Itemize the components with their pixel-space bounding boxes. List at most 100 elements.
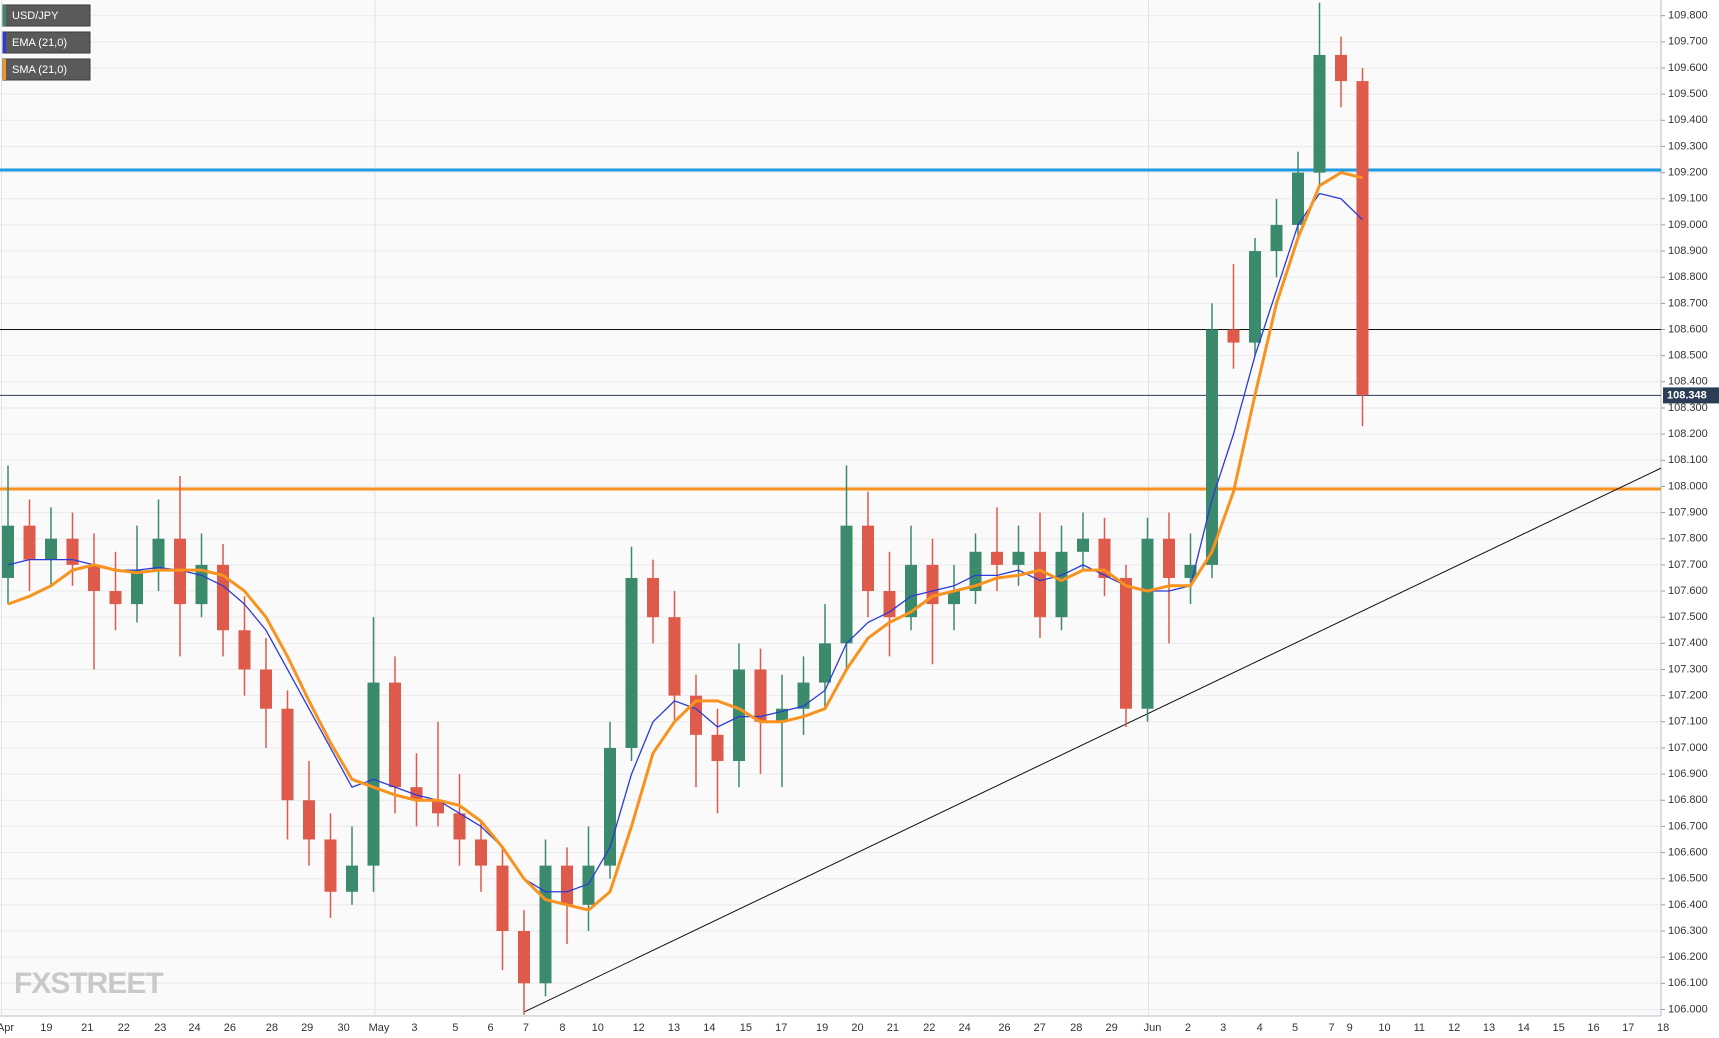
x-tick-label: 5 [452,1022,458,1034]
candle-body [668,617,681,696]
candle-body [883,591,896,618]
legend-swatch [3,5,6,26]
current-price-label: 108.348 [1667,389,1707,401]
legend-label: SMA (21,0) [12,64,67,76]
x-tick-label: 15 [740,1022,752,1034]
y-tick-label: 109.100 [1668,193,1708,205]
x-tick-label: 4 [1257,1022,1263,1034]
candle-body [969,551,982,592]
sma-line [7,171,1363,912]
y-tick-label: 107.700 [1668,559,1708,571]
candle-body [367,682,380,866]
candle-body [131,570,143,605]
candle-body [281,708,294,801]
y-tick-label: 108.700 [1668,297,1708,309]
candle-body [1077,538,1089,552]
y-tick-label: 108.000 [1668,480,1708,492]
current-price-tag [1663,387,1719,404]
candle-body [1356,81,1369,395]
candle-body [324,839,337,892]
candle-body [1163,538,1175,578]
x-tick-label: 2 [1185,1022,1191,1034]
candle-body [819,643,831,683]
x-tick-label: 17 [1622,1022,1634,1034]
candle-body [88,564,100,592]
x-tick-label: 8 [559,1022,565,1034]
y-tick-label: 107.800 [1668,533,1708,545]
y-tick-label: 106.100 [1668,977,1708,989]
y-tick-label: 109.400 [1668,114,1708,126]
candle-body [582,865,595,905]
y-tick-label: 106.500 [1668,873,1708,885]
candle-body [518,931,530,984]
x-tick-label: 14 [703,1022,715,1034]
candle-body [410,787,423,801]
y-tick-label: 108.500 [1668,350,1708,362]
candle-body [152,538,165,571]
watermark: FXSTREET [14,967,163,1000]
y-tick-label: 108.100 [1668,454,1708,466]
candle-body [260,669,272,709]
candle-body [496,865,509,932]
x-tick-label: 22 [923,1022,935,1034]
legend-swatch [3,32,6,53]
x-tick-label: 30 [338,1022,350,1034]
plot-background [0,0,1661,1016]
x-tick-label: 6 [488,1022,494,1034]
legend-label: EMA (21,0) [12,37,67,49]
y-tick-label: 108.600 [1668,323,1708,335]
y-tick-label: 109.700 [1668,36,1708,48]
y-tick-label: 107.500 [1668,611,1708,623]
candle-body [1292,172,1304,225]
x-tick-label: 7 [1328,1022,1334,1034]
x-tick-label: 13 [1483,1022,1495,1034]
y-tick-label: 108.400 [1668,376,1708,388]
candle-body [217,564,229,631]
y-tick-label: 107.000 [1668,742,1708,754]
x-tick-label: 26 [998,1022,1010,1034]
x-tick-label: May [369,1022,390,1034]
candle-body [389,682,401,788]
x-tick-label: 3 [411,1022,417,1034]
x-tick-label: 23 [154,1022,166,1034]
y-tick-label: 107.100 [1668,716,1708,728]
x-tick-label: 7 [523,1022,529,1034]
candle-body [1034,551,1046,618]
candle-body [45,538,57,560]
y-tick-label: 107.600 [1668,585,1708,597]
x-tick-label: Jun [1144,1022,1162,1034]
candle-body [840,525,853,644]
x-tick-label: 22 [118,1022,130,1034]
candle-body [303,800,315,840]
candle-body [1270,224,1283,252]
candle-body [109,591,122,605]
candle-body [475,839,487,866]
candle-body [1120,577,1132,709]
x-tick-label: 21 [81,1022,93,1034]
candle-body [238,630,251,670]
x-tick-label: 16 [1587,1022,1599,1034]
y-tick-label: 107.400 [1668,637,1708,649]
x-tick-label: 5 [1292,1022,1298,1034]
x-tick-label: 24 [188,1022,200,1034]
y-tick-label: 109.000 [1668,219,1708,231]
y-tick-label: 106.900 [1668,768,1708,780]
candle-body [1141,538,1154,709]
candle-body [1249,251,1261,343]
y-tick-label: 108.900 [1668,245,1708,257]
candle-body [1206,329,1218,565]
x-tick-label: Apr [0,1022,14,1034]
y-tick-label: 109.300 [1668,140,1708,152]
candle-body [453,813,466,840]
y-tick-label: 109.800 [1668,10,1708,22]
y-tick-label: 109.500 [1668,88,1708,100]
candle-body [647,577,659,618]
x-tick-label: 18 [1657,1022,1669,1034]
candle-body [1098,538,1111,578]
candle-body [346,865,358,892]
x-tick-label: 12 [633,1022,645,1034]
candle-body [862,525,874,592]
x-tick-label: 19 [816,1022,828,1034]
